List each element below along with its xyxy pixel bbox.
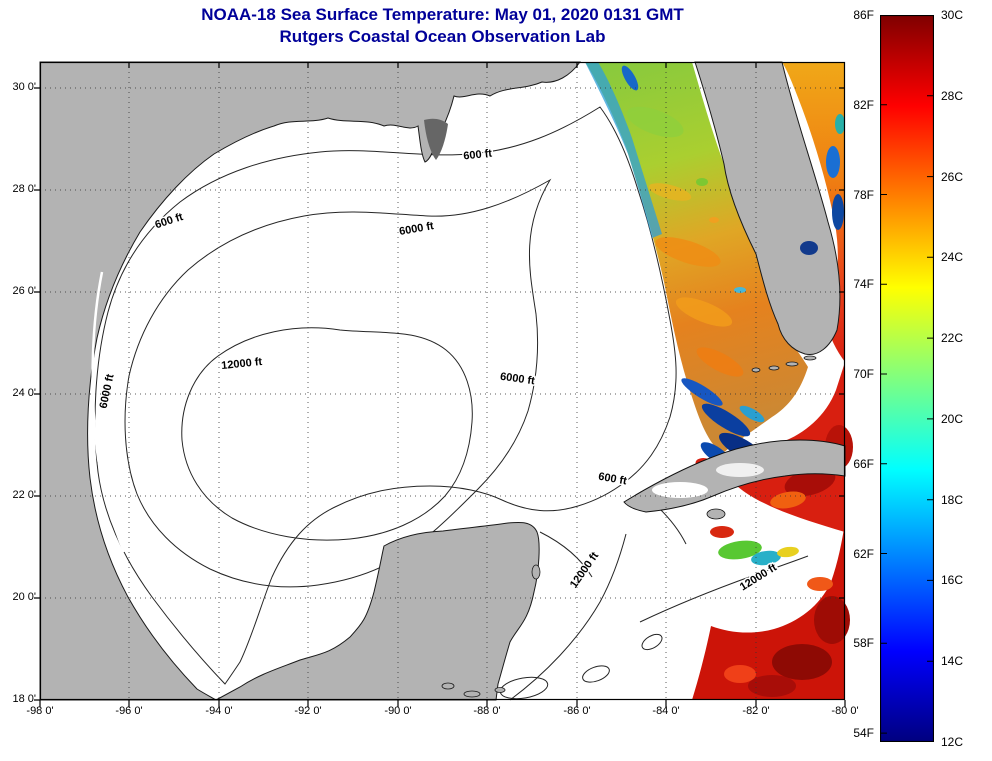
colorbar-c-label: 30C bbox=[941, 8, 964, 22]
contour-caribbean bbox=[639, 555, 809, 623]
contour-label: 600 ft bbox=[463, 148, 493, 163]
map-plot-area: 600 ft 600 ft 6000 ft 6000 ft 12000 ft 6… bbox=[34, 61, 853, 707]
contour-ring bbox=[582, 665, 610, 683]
figure-title: NOAA-18 Sea Surface Temperature: May 01,… bbox=[201, 5, 684, 24]
x-tick-label: -96 0' bbox=[115, 705, 143, 717]
laguna-madre bbox=[91, 271, 126, 553]
contour-6000ft bbox=[124, 178, 552, 588]
colorbar-gradient bbox=[879, 14, 935, 743]
contour-600ft bbox=[94, 106, 677, 685]
cold-streak bbox=[681, 378, 723, 406]
plot-border bbox=[39, 61, 846, 701]
figure-subtitle: Rutgers Coastal Ocean Observation Lab bbox=[279, 27, 606, 46]
axis-ticks bbox=[34, 62, 846, 707]
swath-cold-edge bbox=[585, 62, 662, 238]
colorbar-c-label: 14C bbox=[941, 654, 964, 668]
right-ticks bbox=[839, 87, 845, 599]
florida-keys bbox=[803, 355, 817, 361]
x-tick-label: -92 0' bbox=[294, 705, 322, 717]
colorbar-f-label: 78F bbox=[853, 188, 874, 202]
land-mass bbox=[39, 61, 841, 701]
mississippi-delta bbox=[424, 118, 448, 160]
gulf-of-mexico-map: 600 ft 600 ft 6000 ft 6000 ft 12000 ft 6… bbox=[34, 61, 853, 707]
isla-juventud bbox=[706, 508, 726, 520]
colorbar bbox=[879, 14, 935, 743]
florida-keys bbox=[785, 361, 799, 367]
florida-keys bbox=[768, 365, 780, 371]
y-tick-label: 22 0' bbox=[12, 489, 36, 501]
y-tick-label: 24 0' bbox=[12, 387, 36, 399]
y-tick-label: 18 0' bbox=[12, 693, 36, 705]
lake-okeechobee bbox=[800, 241, 818, 255]
colorbar-f-label: 82F bbox=[853, 98, 874, 112]
x-tick-label: -82 0' bbox=[742, 705, 770, 717]
land-yucatan bbox=[215, 521, 540, 701]
x-tick-label: -86 0' bbox=[563, 705, 591, 717]
colorbar-c-label: 28C bbox=[941, 89, 964, 103]
colorbar-c-label: 20C bbox=[941, 412, 964, 426]
colorbar-c-label: 22C bbox=[941, 331, 964, 345]
colorbar-f-label: 62F bbox=[853, 547, 874, 561]
cuba bbox=[623, 439, 846, 520]
top-ticks bbox=[128, 62, 757, 68]
bottom-ticks bbox=[39, 700, 846, 707]
colorbar-f-label: 54F bbox=[853, 726, 874, 740]
colorbar-f-label: 74F bbox=[853, 277, 874, 291]
cozumel bbox=[531, 564, 541, 580]
contour-12000ft bbox=[181, 327, 473, 541]
colorbar-c-label: 12C bbox=[941, 735, 964, 749]
x-tick-label: -88 0' bbox=[473, 705, 501, 717]
x-tick-label: -94 0' bbox=[205, 705, 233, 717]
land-florida bbox=[694, 61, 841, 356]
y-tick-label: 26 0' bbox=[12, 285, 36, 297]
contour-ring bbox=[641, 633, 663, 651]
colorbar-f-label: 70F bbox=[853, 367, 874, 381]
y-tick-label: 30 0' bbox=[12, 81, 36, 93]
contour-label: 12000 ft bbox=[221, 356, 263, 372]
sst-swath bbox=[585, 62, 808, 474]
florida-speckles bbox=[696, 178, 818, 293]
caribbean-sst bbox=[692, 522, 850, 700]
swath-blue-dash bbox=[621, 65, 639, 91]
colorbar-c-label: 18C bbox=[941, 493, 964, 507]
y-tick-label: 20 0' bbox=[12, 591, 36, 603]
colorbar-f-label: 58F bbox=[853, 636, 874, 650]
colorbar-c-label: 26C bbox=[941, 170, 964, 184]
colorbar-c-label: 24C bbox=[941, 250, 964, 264]
contour-yucatan-channel bbox=[539, 531, 593, 578]
colorbar-c-label: 16C bbox=[941, 573, 964, 587]
florida-keys bbox=[751, 367, 761, 373]
small-islands bbox=[441, 355, 817, 698]
x-tick-label: -80 0' bbox=[831, 705, 859, 717]
land-us-mexico bbox=[39, 61, 581, 701]
cold-streak bbox=[701, 403, 751, 437]
y-tick-label: 28 0' bbox=[12, 183, 36, 195]
colorbar-f-label: 86F bbox=[853, 8, 874, 22]
contour-caribbean bbox=[509, 533, 627, 701]
colorbar-f-label: 66F bbox=[853, 457, 874, 471]
x-tick-label: -84 0' bbox=[652, 705, 680, 717]
left-ticks bbox=[34, 87, 40, 701]
x-tick-label: -90 0' bbox=[384, 705, 412, 717]
x-tick-label: -98 0' bbox=[26, 705, 54, 717]
